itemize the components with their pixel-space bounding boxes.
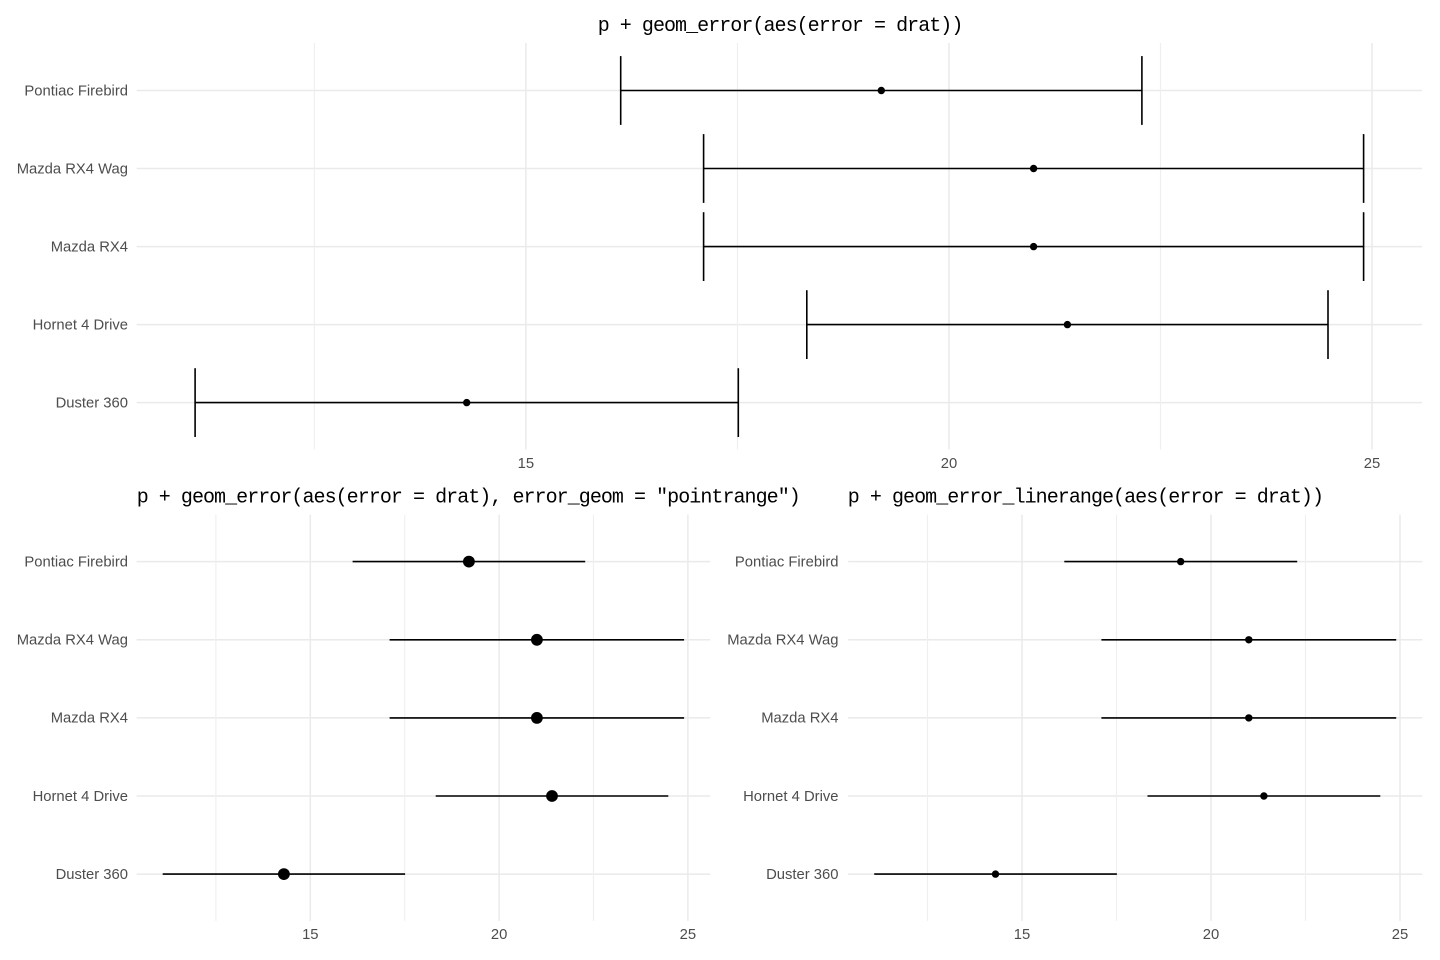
svg-text:Hornet 4 Drive: Hornet 4 Drive <box>33 789 128 805</box>
svg-text:Mazda RX4: Mazda RX4 <box>51 239 128 255</box>
svg-text:p + geom_error_linerange(aes(e: p + geom_error_linerange(aes(error = dra… <box>848 487 1323 510</box>
svg-text:Mazda RX4 Wag: Mazda RX4 Wag <box>727 633 838 649</box>
svg-text:Pontiac Firebird: Pontiac Firebird <box>24 554 128 570</box>
svg-text:p + geom_error(aes(error = dra: p + geom_error(aes(error = drat), error_… <box>137 487 800 510</box>
svg-text:Duster 360: Duster 360 <box>766 867 838 883</box>
svg-text:25: 25 <box>1364 456 1380 472</box>
svg-text:Mazda RX4: Mazda RX4 <box>761 711 838 727</box>
svg-text:20: 20 <box>1203 927 1219 943</box>
svg-text:Mazda RX4: Mazda RX4 <box>51 711 128 727</box>
svg-text:Hornet 4 Drive: Hornet 4 Drive <box>743 789 838 805</box>
svg-text:Pontiac Firebird: Pontiac Firebird <box>735 554 839 570</box>
svg-text:20: 20 <box>491 927 507 943</box>
svg-text:15: 15 <box>518 456 534 472</box>
svg-text:25: 25 <box>1392 927 1408 943</box>
svg-text:20: 20 <box>941 456 957 472</box>
svg-text:Pontiac Firebird: Pontiac Firebird <box>24 83 128 99</box>
svg-text:Hornet 4 Drive: Hornet 4 Drive <box>33 317 128 333</box>
svg-text:Duster 360: Duster 360 <box>56 395 128 411</box>
svg-text:15: 15 <box>1014 927 1030 943</box>
svg-text:Duster 360: Duster 360 <box>56 867 128 883</box>
svg-text:Mazda RX4 Wag: Mazda RX4 Wag <box>17 161 128 177</box>
svg-text:Mazda RX4 Wag: Mazda RX4 Wag <box>17 633 128 649</box>
svg-text:25: 25 <box>680 927 696 943</box>
svg-text:15: 15 <box>302 927 318 943</box>
svg-text:p + geom_error(aes(error = dra: p + geom_error(aes(error = drat)) <box>598 15 963 38</box>
